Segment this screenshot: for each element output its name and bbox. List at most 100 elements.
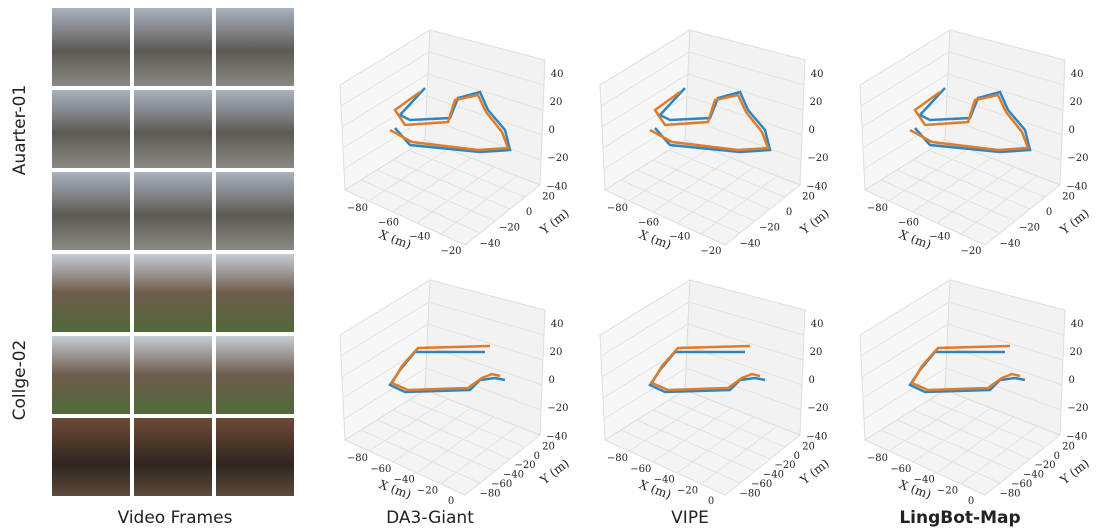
plot-3d: −80−60−40−20−40−2002040200−20−40X (m)Y (… — [600, 30, 832, 257]
y-axis-label: Y (m) — [1057, 456, 1092, 488]
z-tick-label: 40 — [551, 319, 564, 330]
y-tick-label: 20 — [542, 192, 555, 203]
x-tick-label: −80 — [867, 203, 888, 214]
y-tick-label: −20 — [515, 460, 536, 471]
y-axis-label: Y (m) — [537, 206, 572, 238]
z-tick-label: −20 — [807, 153, 828, 164]
y-tick-label: −40 — [479, 238, 500, 249]
y-tick-label: −40 — [999, 238, 1020, 249]
x-tick-label: 0 — [448, 496, 454, 507]
frame-thumbnail — [134, 418, 212, 496]
x-tick-label: −80 — [607, 453, 628, 464]
y-tick-label: 20 — [1062, 192, 1075, 203]
frame-thumbnail — [216, 418, 294, 496]
y-tick-label: 0 — [526, 207, 532, 218]
z-tick-label: 20 — [1070, 347, 1083, 358]
z-tick-label: −40 — [1066, 181, 1087, 192]
y-axis-label: Y (m) — [797, 456, 832, 488]
frame-thumbnail — [52, 336, 130, 414]
z-tick-label: 20 — [810, 347, 823, 358]
z-tick-label: −40 — [546, 431, 567, 442]
z-tick-label: 40 — [551, 69, 564, 80]
column-label: LingBot-Map — [899, 508, 1020, 528]
x-tick-label: −20 — [960, 246, 981, 257]
plot-3d: −80−60−40−200−80−60−40−2002040200−20−40X… — [340, 280, 572, 507]
z-tick-label: −20 — [547, 403, 568, 414]
y-axis-label: Y (m) — [1057, 206, 1092, 238]
y-tick-label: 0 — [534, 451, 540, 462]
y-tick-label: 20 — [542, 442, 555, 453]
z-tick-label: 0 — [809, 125, 815, 136]
x-tick-label: −20 — [417, 485, 438, 496]
frame-thumbnail — [216, 254, 294, 332]
y-tick-label: 0 — [1046, 207, 1052, 218]
x-axis-label: X (m) — [637, 227, 673, 251]
z-tick-label: 20 — [1070, 97, 1083, 108]
x-tick-label: −40 — [929, 232, 950, 243]
frame-thumbnail — [216, 336, 294, 414]
x-tick-label: 0 — [968, 496, 974, 507]
column-label: Video Frames — [118, 508, 233, 528]
frame-thumbnail — [216, 8, 294, 86]
z-tick-label: −40 — [1066, 431, 1087, 442]
y-axis-label: Y (m) — [797, 206, 832, 238]
y-tick-label: 20 — [802, 192, 815, 203]
video-frames — [52, 8, 294, 496]
x-tick-label: −20 — [700, 246, 721, 257]
frame-thumbnail — [216, 90, 294, 168]
z-tick-label: 0 — [549, 125, 555, 136]
frame-thumbnail — [216, 172, 294, 250]
x-tick-label: −40 — [409, 232, 430, 243]
y-tick-label: −40 — [739, 238, 760, 249]
x-tick-label: −40 — [669, 232, 690, 243]
frame-thumbnail — [52, 254, 130, 332]
frame-thumbnail — [52, 90, 130, 168]
x-tick-label: 0 — [708, 496, 714, 507]
y-tick-label: 20 — [802, 442, 815, 453]
column-label: VIPE — [671, 508, 709, 528]
frame-thumbnail — [52, 172, 130, 250]
figure: Auarter-01 Collge-02 Video Frames DA3-Gi… — [0, 0, 1110, 529]
z-tick-label: 0 — [1069, 375, 1075, 386]
y-tick-label: 20 — [1062, 442, 1075, 453]
y-tick-label: −20 — [1019, 223, 1040, 234]
x-tick-label: −80 — [607, 203, 628, 214]
z-tick-label: −20 — [807, 403, 828, 414]
y-tick-label: 0 — [786, 207, 792, 218]
z-tick-label: 0 — [1069, 125, 1075, 136]
x-tick-label: −60 — [630, 464, 651, 475]
z-tick-label: 20 — [810, 97, 823, 108]
y-axis-label: Y (m) — [537, 456, 572, 488]
z-tick-label: −40 — [546, 181, 567, 192]
x-tick-label: −20 — [937, 485, 958, 496]
z-tick-label: −20 — [1067, 153, 1088, 164]
y-tick-label: 0 — [794, 451, 800, 462]
x-tick-label: −80 — [347, 203, 368, 214]
x-tick-label: −60 — [890, 464, 911, 475]
z-tick-label: 20 — [550, 347, 563, 358]
frame-thumbnail — [52, 418, 130, 496]
z-tick-label: 0 — [549, 375, 555, 386]
z-tick-label: 0 — [809, 375, 815, 386]
z-tick-label: −40 — [806, 431, 827, 442]
x-tick-label: −80 — [867, 453, 888, 464]
column-label: DA3-Giant — [386, 508, 474, 528]
z-tick-label: −20 — [547, 153, 568, 164]
y-tick-label: −20 — [775, 460, 796, 471]
plot-3d: −80−60−40−200−80−60−40−2002040200−20−40X… — [600, 280, 832, 507]
y-tick-label: −20 — [1035, 460, 1056, 471]
z-tick-label: 40 — [811, 319, 824, 330]
x-axis-label: X (m) — [897, 227, 933, 251]
z-tick-label: 40 — [1071, 319, 1084, 330]
plot-3d: −80−60−40−200−80−60−40−2002040200−20−40X… — [860, 280, 1092, 507]
y-tick-label: −20 — [759, 223, 780, 234]
x-tick-label: −20 — [677, 485, 698, 496]
frame-thumbnail — [134, 90, 212, 168]
frame-thumbnail — [52, 8, 130, 86]
row-label: Auarter-01 — [10, 85, 30, 176]
z-tick-label: −20 — [1067, 403, 1088, 414]
y-tick-label: −20 — [499, 223, 520, 234]
x-tick-label: −60 — [370, 464, 391, 475]
